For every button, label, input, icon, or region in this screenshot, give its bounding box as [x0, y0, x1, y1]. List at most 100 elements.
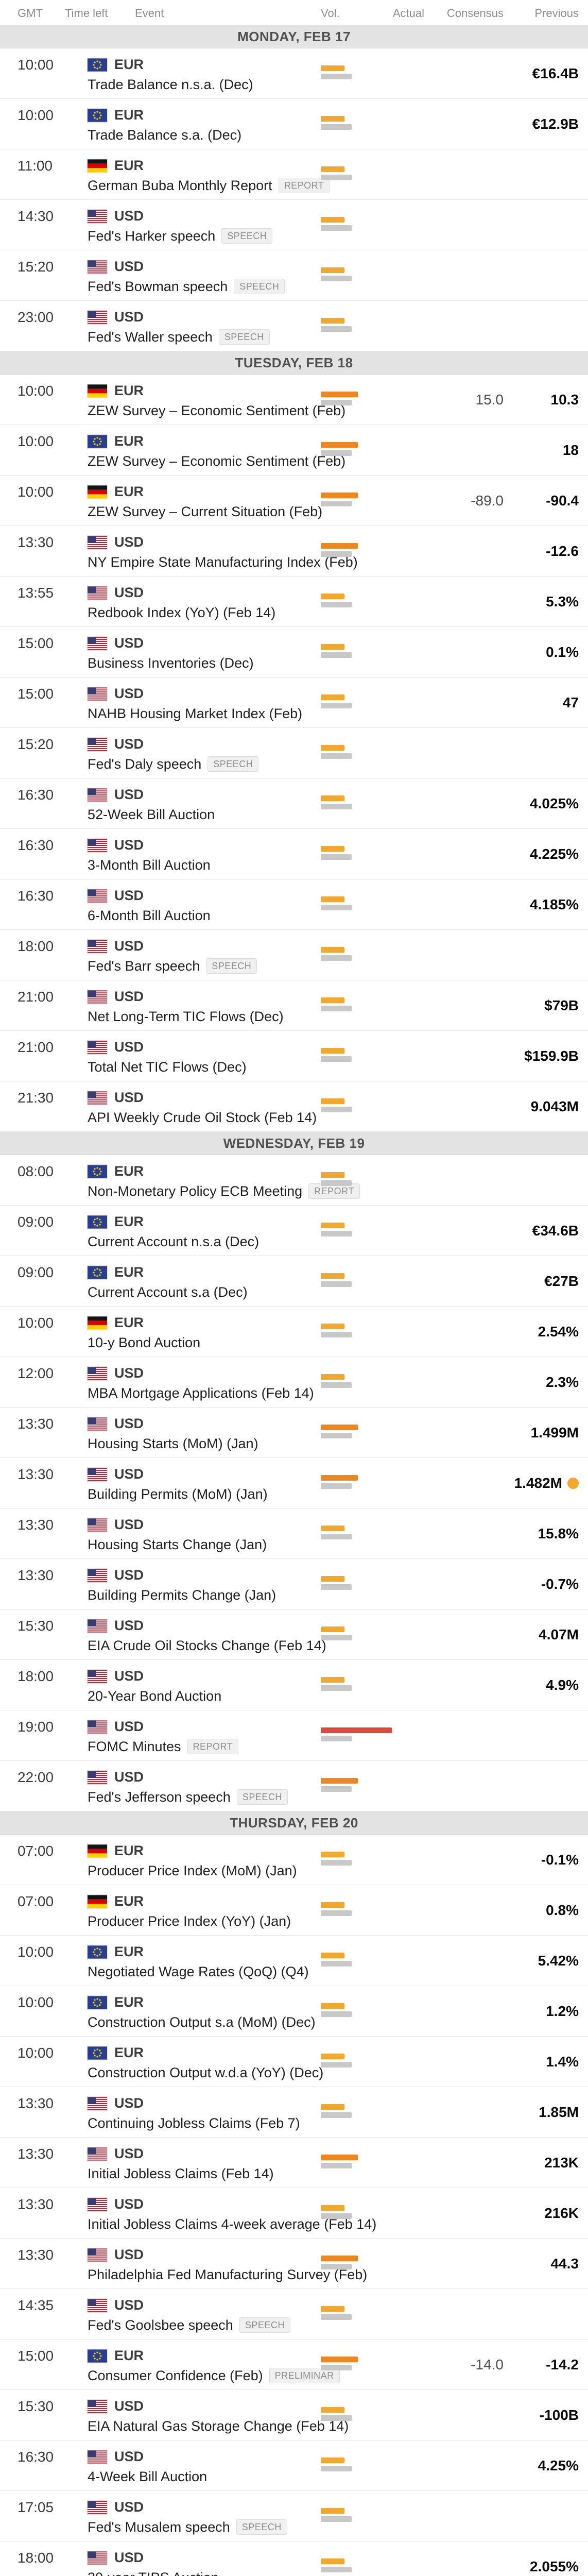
event-row[interactable]: 21:30 USD API Weekly Crude Oil Stock (Fe…	[0, 1081, 588, 1132]
event-row[interactable]: 08:00 EUR Non-Monetary Policy ECB Meetin…	[0, 1155, 588, 1206]
event-name-wrap: Fed's Jefferson speech SPEECH	[88, 1788, 288, 1806]
event-row[interactable]: 10:00 EUR Trade Balance n.s.a. (Dec) €16…	[0, 48, 588, 99]
event-badge: SPEECH	[221, 228, 273, 244]
volatility-indicator	[321, 2256, 393, 2269]
previous-value: 47	[563, 694, 579, 711]
event-row[interactable]: 15:20 USD Fed's Bowman speech SPEECH	[0, 250, 588, 301]
event-row[interactable]: 10:00 EUR ZEW Survey – Current Situation…	[0, 476, 588, 526]
event-time: 22:00	[18, 1769, 54, 1785]
volatility-track	[321, 2112, 352, 2118]
event-row[interactable]: 16:30 USD 6-Month Bill Auction 4.185%	[0, 879, 588, 930]
event-row[interactable]: 14:30 USD Fed's Harker speech SPEECH	[0, 200, 588, 250]
volatility-track	[321, 2011, 352, 2017]
event-time: 13:30	[18, 534, 54, 550]
volatility-indicator	[321, 166, 393, 180]
eu-flag-icon	[87, 1215, 108, 1229]
event-row[interactable]: 16:30 USD 52-Week Bill Auction 4.025%	[0, 778, 588, 829]
event-row[interactable]: 09:00 EUR Current Account n.s.a (Dec) €3…	[0, 1206, 588, 1256]
event-name-wrap: FOMC Minutes REPORT	[88, 1738, 239, 1755]
event-row[interactable]: 10:00 EUR ZEW Survey – Economic Sentimen…	[0, 375, 588, 425]
volatility-track	[321, 1961, 352, 1967]
currency-code: USD	[114, 2095, 144, 2111]
event-row[interactable]: 15:20 USD Fed's Daly speech SPEECH	[0, 728, 588, 778]
event-row[interactable]: 13:30 USD Housing Starts (MoM) (Jan) 1.4…	[0, 1408, 588, 1458]
event-row[interactable]: 09:00 EUR Current Account s.a (Dec) €27B	[0, 1256, 588, 1307]
event-name: Fed's Barr speech	[88, 958, 200, 974]
event-row[interactable]: 19:00 USD FOMC Minutes REPORT	[0, 1710, 588, 1761]
event-name-wrap: Net Long-Term TIC Flows (Dec)	[88, 1008, 284, 1025]
event-row[interactable]: 15:00 EUR Consumer Confidence (Feb) PREL…	[0, 2340, 588, 2390]
currency-code: USD	[114, 989, 144, 1004]
currency-code: EUR	[114, 2045, 144, 2060]
previous-text: 1.2%	[546, 2003, 579, 2019]
event-row[interactable]: 13:30 USD Building Permits (MoM) (Jan) 1…	[0, 1458, 588, 1509]
currency-code: USD	[114, 1719, 144, 1734]
us-flag-icon	[87, 2298, 108, 2313]
event-row[interactable]: 10:00 EUR ZEW Survey – Economic Sentimen…	[0, 425, 588, 476]
volatility-bar	[321, 644, 344, 650]
currency-code: USD	[114, 635, 144, 651]
event-row[interactable]: 15:00 USD NAHB Housing Market Index (Feb…	[0, 677, 588, 728]
event-row[interactable]: 15:30 USD EIA Natural Gas Storage Change…	[0, 2390, 588, 2441]
event-row[interactable]: 13:30 USD Initial Jobless Claims 4-week …	[0, 2188, 588, 2239]
event-row[interactable]: 15:00 USD Business Inventories (Dec) 0.1…	[0, 627, 588, 677]
event-row[interactable]: 18:00 USD Fed's Barr speech SPEECH	[0, 930, 588, 980]
event-row[interactable]: 10:00 EUR Trade Balance s.a. (Dec) €12.9…	[0, 99, 588, 149]
volatility-track	[321, 1910, 352, 1916]
volatility-bar	[321, 1172, 344, 1178]
volatility-track	[321, 124, 352, 130]
event-row[interactable]: 10:00 EUR Construction Output s.a (MoM) …	[0, 1986, 588, 2037]
event-row[interactable]: 14:35 USD Fed's Goolsbee speech SPEECH	[0, 2289, 588, 2340]
event-row[interactable]: 13:30 USD Building Permits Change (Jan) …	[0, 1559, 588, 1609]
event-row[interactable]: 07:00 EUR Producer Price Index (MoM) (Ja…	[0, 1835, 588, 1885]
event-row[interactable]: 13:30 USD NY Empire State Manufacturing …	[0, 526, 588, 577]
event-time: 10:00	[18, 2045, 54, 2061]
event-row[interactable]: 10:00 EUR Construction Output w.d.a (YoY…	[0, 2037, 588, 2087]
event-row[interactable]: 12:00 USD MBA Mortgage Applications (Feb…	[0, 1357, 588, 1408]
previous-value: -90.4	[546, 493, 579, 509]
event-time: 15:30	[18, 1618, 54, 1634]
event-row[interactable]: 21:00 USD Net Long-Term TIC Flows (Dec) …	[0, 980, 588, 1031]
volatility-indicator	[321, 1223, 393, 1236]
day-section: WEDNESDAY, FEB 19 08:00 EUR Non-Monetary…	[0, 1132, 588, 1811]
event-row[interactable]: 10:00 EUR Negotiated Wage Rates (QoQ) (Q…	[0, 1936, 588, 1986]
event-time: 18:00	[18, 1668, 54, 1684]
event-row[interactable]: 10:00 EUR 10-y Bond Auction 2.54%	[0, 1307, 588, 1357]
event-row[interactable]: 17:05 USD Fed's Musalem speech SPEECH	[0, 2491, 588, 2541]
currency-code: USD	[114, 2449, 144, 2464]
previous-text: 216K	[544, 2205, 579, 2221]
event-name-wrap: EIA Natural Gas Storage Change (Feb 14)	[88, 2417, 349, 2435]
currency-code: USD	[114, 1668, 144, 1684]
us-flag-icon	[87, 1417, 108, 1431]
event-row[interactable]: 13:55 USD Redbook Index (YoY) (Feb 14) 5…	[0, 577, 588, 627]
previous-text: 4.185%	[530, 896, 579, 912]
event-name: Non-Monetary Policy ECB Meeting	[88, 1183, 303, 1199]
event-row[interactable]: 13:30 USD Housing Starts Change (Jan) 15…	[0, 1509, 588, 1559]
event-row[interactable]: 07:00 EUR Producer Price Index (YoY) (Ja…	[0, 1885, 588, 1936]
volatility-indicator	[321, 2104, 393, 2118]
event-row[interactable]: 13:30 USD Continuing Jobless Claims (Feb…	[0, 2087, 588, 2138]
event-row[interactable]: 13:30 USD Philadelphia Fed Manufacturing…	[0, 2239, 588, 2289]
previous-value: $79B	[544, 997, 579, 1014]
previous-text: 1.85M	[539, 2104, 579, 2120]
volatility-track	[321, 400, 352, 405]
event-row[interactable]: 18:00 USD 30-year TIPS Auction 2.055%	[0, 2541, 588, 2576]
event-row[interactable]: 22:00 USD Fed's Jefferson speech SPEECH	[0, 1761, 588, 1811]
us-flag-icon	[87, 1040, 108, 1055]
event-row[interactable]: 16:30 USD 3-Month Bill Auction 4.225%	[0, 829, 588, 879]
event-row[interactable]: 16:30 USD 4-Week Bill Auction 4.25%	[0, 2441, 588, 2491]
volatility-track	[321, 955, 352, 961]
volatility-track	[321, 1006, 352, 1011]
previous-value: 1.499M	[531, 1425, 579, 1441]
event-row[interactable]: 15:30 USD EIA Crude Oil Stocks Change (F…	[0, 1609, 588, 1660]
event-row[interactable]: 21:00 USD Total Net TIC Flows (Dec) $159…	[0, 1031, 588, 1081]
event-row[interactable]: 23:00 USD Fed's Waller speech SPEECH	[0, 301, 588, 351]
event-name-wrap: 20-Year Bond Auction	[88, 1687, 221, 1705]
event-row[interactable]: 13:30 USD Initial Jobless Claims (Feb 14…	[0, 2138, 588, 2188]
event-row[interactable]: 18:00 USD 20-Year Bond Auction 4.9%	[0, 1660, 588, 1710]
volatility-indicator	[321, 1324, 393, 1337]
event-row[interactable]: 11:00 EUR German Buba Monthly Report REP…	[0, 149, 588, 200]
event-time: 16:30	[18, 888, 54, 904]
currency-code: EUR	[114, 433, 144, 449]
event-time: 15:30	[18, 2398, 54, 2414]
